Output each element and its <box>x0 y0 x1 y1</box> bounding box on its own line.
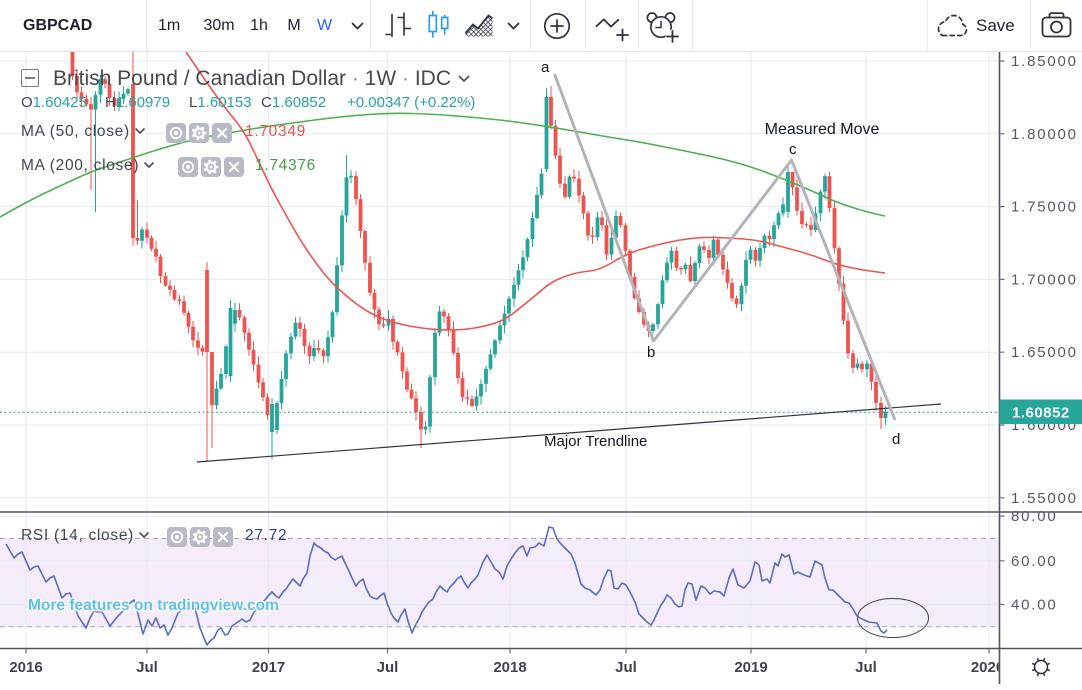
svg-text:2020: 2020 <box>971 659 1004 676</box>
svg-text:2017: 2017 <box>252 659 285 676</box>
svg-text:40.00: 40.00 <box>1011 597 1058 614</box>
svg-text:Measured Move: Measured Move <box>765 121 880 138</box>
svg-text:1.60852: 1.60852 <box>1012 405 1070 422</box>
svg-text:Major Trendline: Major Trendline <box>544 433 647 450</box>
svg-text:1.55000: 1.55000 <box>1011 490 1078 507</box>
svg-text:a: a <box>541 59 550 76</box>
svg-text:1.80000: 1.80000 <box>1011 126 1078 143</box>
svg-text:2018: 2018 <box>493 659 526 676</box>
svg-text:b: b <box>647 344 655 361</box>
svg-text:Jul: Jul <box>615 659 637 676</box>
svg-text:2019: 2019 <box>734 659 767 676</box>
svg-text:60.00: 60.00 <box>1011 553 1058 570</box>
svg-text:2016: 2016 <box>9 659 42 676</box>
svg-text:Jul: Jul <box>136 659 158 676</box>
svg-text:Jul: Jul <box>377 659 399 676</box>
svg-text:1.65000: 1.65000 <box>1011 344 1078 361</box>
svg-text:1.85000: 1.85000 <box>1011 53 1078 70</box>
svg-text:1.75000: 1.75000 <box>1011 199 1078 216</box>
svg-text:d: d <box>892 431 900 448</box>
svg-text:80.00: 80.00 <box>1011 508 1058 525</box>
svg-text:1.70000: 1.70000 <box>1011 271 1078 288</box>
svg-text:Jul: Jul <box>855 659 877 676</box>
svg-text:c: c <box>789 141 797 158</box>
